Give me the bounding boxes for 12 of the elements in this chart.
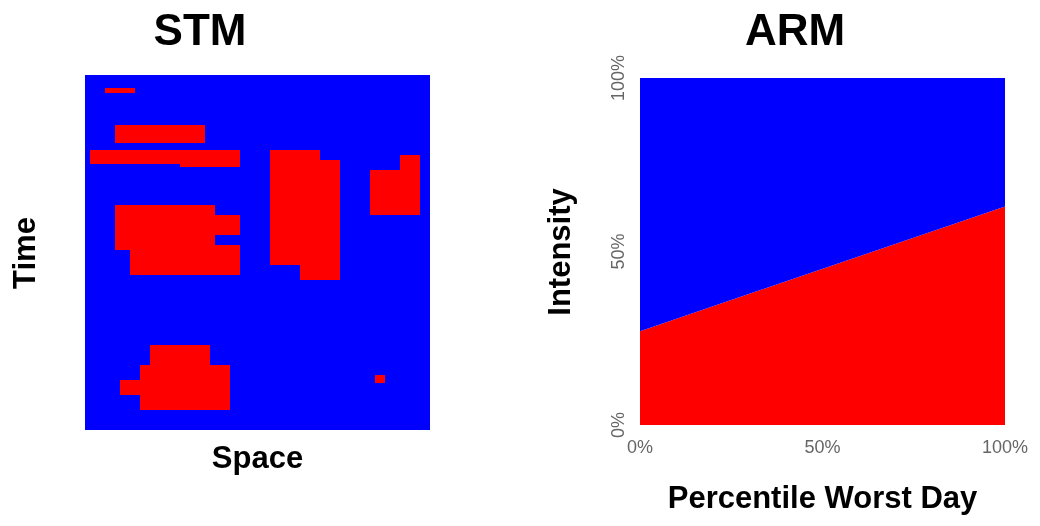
chart-title: ARM (743, 5, 847, 56)
y-tick-label: 100% (608, 54, 628, 102)
y-tick-label: 50% (608, 233, 628, 270)
y-axis-title: Intensity (542, 187, 578, 316)
x-tick-label: 0% (626, 437, 654, 457)
text: Space (210, 440, 305, 477)
x-tick-label: 50% (804, 437, 841, 457)
x-axis-title: Percentile Worst Day (666, 480, 979, 517)
x-tick-label: 100% (981, 437, 1029, 457)
y-tick-label: 0% (608, 411, 628, 439)
text: STM (152, 5, 248, 56)
text: Time (7, 216, 43, 289)
